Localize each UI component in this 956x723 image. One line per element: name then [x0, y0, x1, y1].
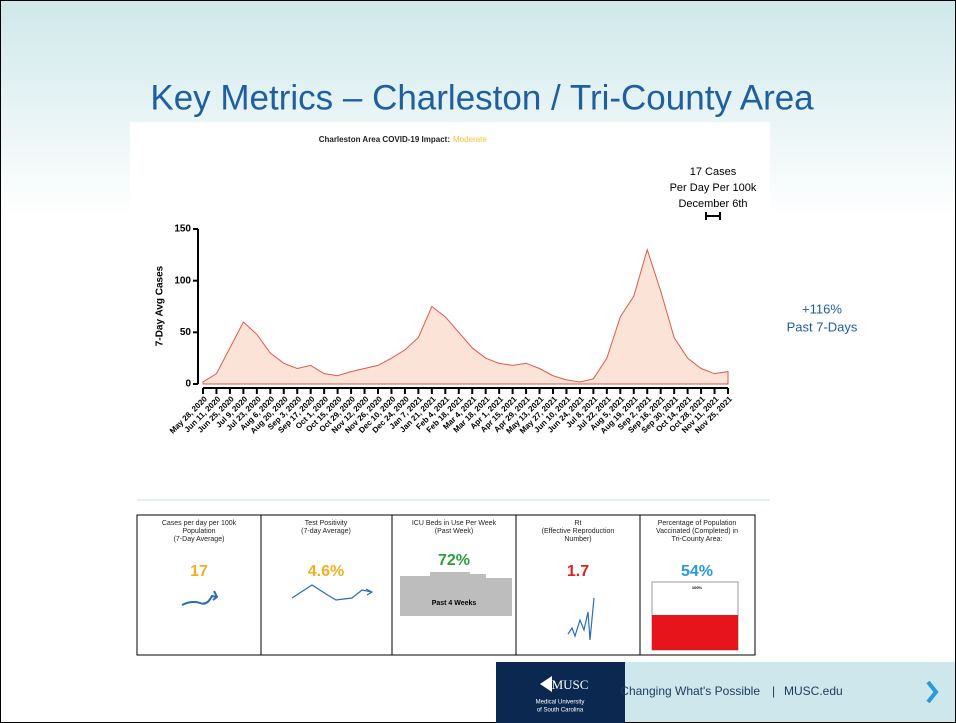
metric-label: Percentage of Population: [658, 520, 737, 527]
impact-level: Moderate: [453, 135, 487, 144]
metric-label: Rt: [575, 520, 582, 527]
sparkline: [291, 584, 374, 601]
side-note: +116%: [802, 301, 842, 316]
metric-label: Number): [564, 536, 591, 543]
site: MUSC.edu: [784, 684, 843, 698]
metric-label: ICU Beds in Use Per Week: [412, 520, 497, 527]
metric-dividers: [260, 515, 641, 655]
sparkline: [181, 590, 219, 606]
metric-label: Test Positivity: [305, 520, 348, 527]
logo: MUSC: [552, 677, 589, 692]
metric-value: 4.6%: [308, 563, 344, 580]
institution: Medical University: [536, 700, 585, 706]
metric-label: (Effective Reproduction: [542, 528, 615, 535]
logo-mark: [540, 676, 552, 692]
metric-label: Tri-County Area:: [672, 536, 723, 543]
metrics-panel: [136, 514, 756, 656]
area: [202, 247, 729, 385]
y-axis-label: 7-Day Avg Cases: [155, 265, 166, 346]
sparkline: [567, 597, 595, 641]
metric-label: Cases per day per 100k: [162, 520, 237, 527]
annotation: Per Day Per 100k: [670, 182, 757, 194]
separator: |: [772, 684, 775, 698]
tagline: Changing What's Possible: [620, 684, 760, 698]
vaccine-fill: [652, 615, 738, 650]
footer-bar: [625, 662, 955, 722]
next-arrow[interactable]: [926, 680, 939, 704]
annotation: 17 Cases: [690, 166, 737, 178]
metric-label: (Past Week): [435, 528, 473, 535]
metric-note: 100%: [692, 585, 703, 590]
metric-label: (7-Day Average): [174, 536, 225, 543]
y-tick-label: 50: [180, 327, 192, 338]
metric-value: 1.7: [567, 563, 589, 580]
footer-logo-block: [496, 662, 625, 723]
y-tick-label: 0: [185, 379, 191, 390]
side-note: Past 7-Days: [787, 319, 858, 334]
metric-value: 17: [190, 563, 208, 580]
metric-label: (7-day Average): [301, 528, 351, 535]
metric-value: 54%: [681, 563, 713, 580]
metric-note: Past 4 Weeks: [432, 600, 477, 607]
slide-title: Key Metrics – Charleston / Tri-County Ar…: [150, 78, 814, 117]
annotation: December 6th: [678, 198, 747, 210]
y-tick-label: 150: [174, 224, 191, 235]
metric-value: 72%: [438, 552, 470, 569]
metric-label: Population: [182, 528, 215, 535]
institution: of South Carolina: [537, 708, 584, 714]
range-marker: [705, 212, 721, 220]
chart-title: Charleston Area COVID-19 Impact:: [319, 135, 450, 144]
icu-bars: [400, 572, 512, 616]
metric-label: Vaccinated (Completed) in: [656, 528, 738, 535]
y-tick-label: 100: [174, 275, 191, 286]
